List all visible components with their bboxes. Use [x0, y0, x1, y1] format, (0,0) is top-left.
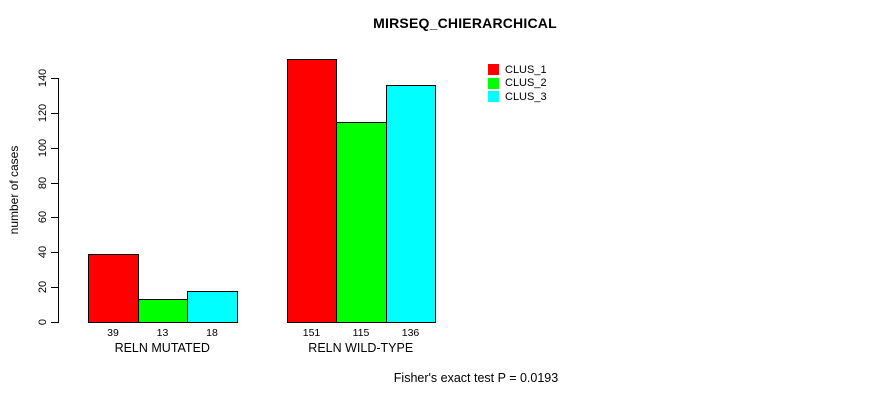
y-tick-mark	[51, 252, 58, 254]
y-tick-mark	[51, 147, 58, 149]
legend-swatch	[488, 77, 499, 89]
chart-title: MIRSEQ_CHIERARCHICAL	[373, 15, 557, 31]
legend-item: CLUS_2	[488, 77, 547, 91]
y-tick-mark	[51, 112, 58, 114]
y-tick-label: 100	[37, 138, 49, 157]
x-category-label: RELN WILD-TYPE	[308, 341, 414, 355]
y-tick-label: 80	[37, 176, 49, 189]
y-tick-label: 120	[37, 103, 49, 123]
y-tick-label: 60	[37, 211, 49, 224]
legend-swatch	[488, 64, 499, 76]
legend-label: CLUS_1	[505, 63, 547, 76]
y-tick-mark	[51, 217, 58, 219]
y-tick-mark	[51, 182, 58, 184]
legend-label: CLUS_2	[505, 77, 547, 90]
y-axis-label: number of cases	[7, 145, 21, 235]
bar-value-label: 136	[401, 327, 420, 339]
y-tick-label: 0	[37, 318, 49, 326]
bar-value-label: 39	[107, 327, 119, 339]
y-tick-label: 40	[37, 246, 49, 259]
bar	[187, 290, 238, 323]
bar	[287, 58, 337, 323]
y-tick-mark	[51, 78, 58, 79]
bar-value-label: 115	[352, 327, 370, 339]
bar-value-label: 13	[156, 327, 169, 339]
bar-value-label: 151	[302, 327, 321, 339]
y-tick-mark	[51, 287, 58, 289]
legend-label: CLUS_3	[505, 90, 547, 103]
legend-swatch	[488, 91, 499, 103]
y-tick-mark	[51, 322, 58, 323]
bar	[336, 121, 387, 323]
stat-note: Fisher's exact test P = 0.0193	[393, 371, 559, 385]
y-tick-label: 20	[37, 281, 49, 294]
legend: CLUS_1 CLUS_2 CLUS_3	[488, 63, 547, 104]
bar-value-label: 18	[206, 327, 218, 339]
y-axis-line	[58, 78, 59, 323]
bar	[386, 84, 436, 323]
bar	[88, 254, 139, 323]
bar	[138, 299, 188, 323]
y-tick-label: 140	[37, 68, 49, 88]
legend-item: CLUS_1	[488, 63, 547, 77]
legend-item: CLUS_3	[488, 90, 547, 104]
x-category-label: RELN MUTATED	[114, 341, 210, 355]
